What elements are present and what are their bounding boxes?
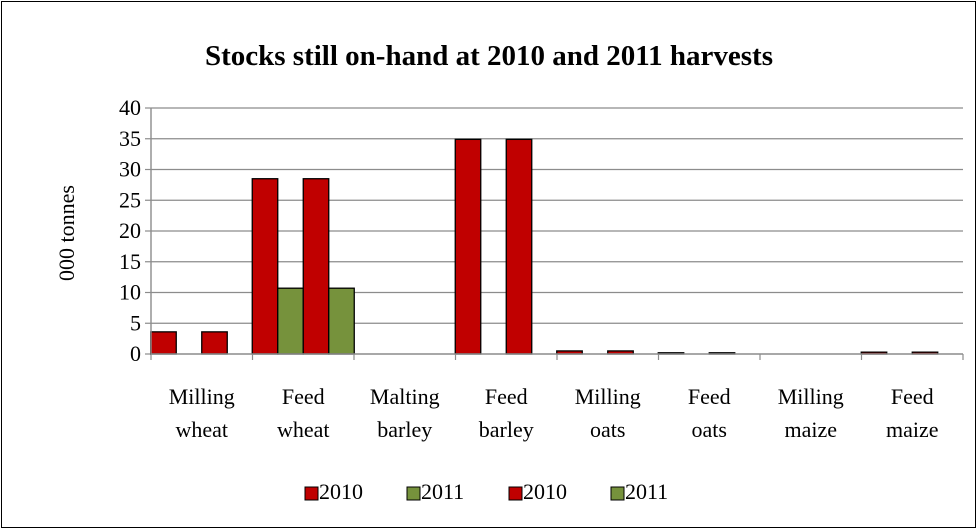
y-tick-label: 5 (130, 310, 141, 335)
bar (150, 331, 177, 355)
legend-label: 2011 (421, 479, 464, 504)
bar (251, 178, 279, 355)
legend-swatch (508, 486, 523, 501)
y-tick-label: 15 (119, 249, 141, 274)
legend-label: 2010 (523, 479, 567, 504)
y-tick-label: 10 (119, 280, 141, 305)
legend-label: 2010 (319, 479, 363, 504)
legend: 2010 2011 2010 2011 (304, 479, 668, 504)
category-label: Feed wheat (277, 384, 330, 442)
chart-title: Stocks still on-hand at 2010 and 2011 ha… (205, 40, 773, 72)
bar (302, 178, 330, 355)
y-tick-label: 0 (130, 341, 141, 366)
y-tick-label: 40 (119, 95, 141, 120)
category-label: Feed barley (479, 384, 534, 442)
legend-swatch (304, 486, 319, 501)
legend-swatch (610, 486, 625, 501)
bar (201, 331, 228, 355)
y-tick-label: 20 (119, 218, 141, 243)
category-label: Malting barley (370, 384, 440, 442)
y-axis-label: 000 tonnes (54, 185, 79, 281)
y-tick-label: 25 (119, 187, 141, 212)
category-label: Feed maize (886, 384, 939, 442)
legend-label: 2011 (625, 479, 668, 504)
bar (505, 138, 533, 355)
axes (150, 108, 964, 360)
bar (328, 287, 355, 355)
y-tick-labels: 0 5 10 15 20 25 30 35 40 (119, 95, 141, 366)
x-tick-labels: Milling wheat Feed wheat Malting barley Feed ba… (169, 384, 939, 442)
category-label: Milling oats (575, 384, 641, 442)
y-tick-label: 35 (119, 126, 141, 151)
bars (150, 138, 939, 355)
legend-swatch (406, 486, 421, 501)
bar (277, 287, 304, 355)
category-label: Feed oats (688, 384, 731, 442)
category-label: Milling wheat (169, 384, 235, 442)
bar (454, 138, 482, 355)
category-label: Milling maize (778, 384, 844, 442)
y-tick-label: 30 (119, 157, 141, 182)
